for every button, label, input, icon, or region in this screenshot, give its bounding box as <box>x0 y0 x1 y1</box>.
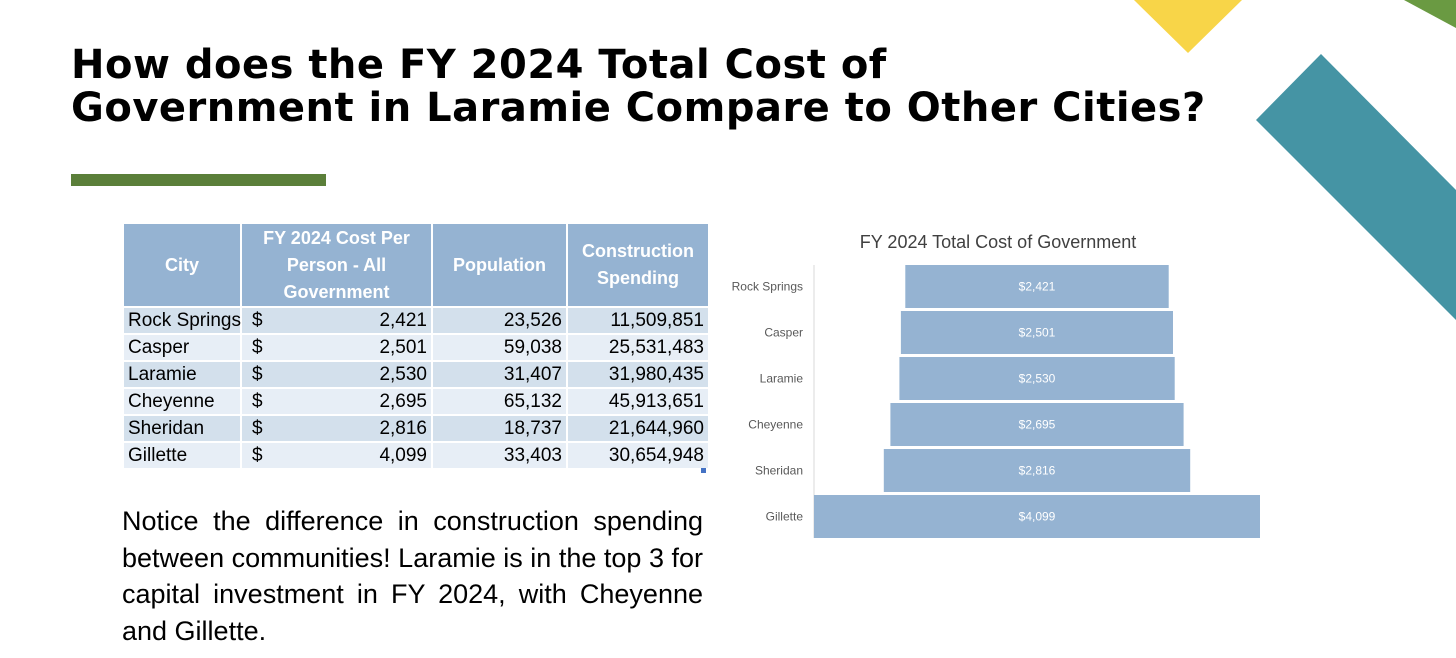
header-construction-spending: Construction Spending <box>566 224 710 308</box>
table-resize-handle <box>701 468 706 473</box>
table-row: Casper $2,501 59,038 25,531,483 <box>122 333 710 362</box>
chart-bar <box>883 449 1191 492</box>
chart-bar <box>899 357 1175 400</box>
header-city: City <box>122 224 242 308</box>
teal-diagonal-band-decoration <box>1256 54 1456 320</box>
cost-value: 2,695 <box>379 391 427 412</box>
cell-population: 23,526 <box>431 306 568 335</box>
chart-data-label: $2,530 <box>1019 372 1056 386</box>
chart-bar <box>814 495 1260 538</box>
cell-city: Cheyenne <box>122 387 242 416</box>
currency-symbol: $ <box>252 364 263 385</box>
chart-data-label: $2,421 <box>1019 280 1056 294</box>
currency-symbol: $ <box>252 337 263 358</box>
cell-city: Gillette <box>122 441 242 470</box>
chart-data-label: $2,816 <box>1019 464 1056 478</box>
cell-cost: $2,421 <box>240 306 433 335</box>
cell-cost: $2,530 <box>240 360 433 389</box>
note-paragraph: Notice the difference in construction sp… <box>122 506 703 646</box>
cell-population: 31,407 <box>431 360 568 389</box>
cell-city: Casper <box>122 333 242 362</box>
cost-value: 2,421 <box>379 310 427 331</box>
green-triangle-decoration <box>1404 0 1456 28</box>
chart-title: FY 2024 Total Cost of Government <box>859 232 1137 252</box>
cost-value: 4,099 <box>379 445 427 466</box>
cell-construction-spending: 30,654,948 <box>566 441 710 470</box>
table-row: Gillette $4,099 33,403 30,654,948 <box>122 441 710 470</box>
cost-value: 2,501 <box>379 337 427 358</box>
cell-city: Sheridan <box>122 414 242 443</box>
chart-data-label: $4,099 <box>1019 510 1056 524</box>
cell-construction-spending: 11,509,851 <box>566 306 710 335</box>
header-population: Population <box>431 224 568 308</box>
chart-category-label: Gillette <box>766 510 804 524</box>
currency-symbol: $ <box>252 310 263 331</box>
slide-title-line-1: How does the FY 2024 Total Cost of <box>71 42 887 88</box>
cell-cost: $2,695 <box>240 387 433 416</box>
yellow-triangle-decoration <box>1134 0 1242 53</box>
chart-category-label: Casper <box>764 326 803 340</box>
chart-data-label: $2,695 <box>1019 418 1056 432</box>
cell-cost: $4,099 <box>240 441 433 470</box>
chart-category-label: Cheyenne <box>748 418 803 432</box>
cell-construction-spending: 31,980,435 <box>566 360 710 389</box>
chart-data-label: $2,501 <box>1019 326 1056 340</box>
cell-cost: $2,501 <box>240 333 433 362</box>
cell-construction-spending: 21,644,960 <box>566 414 710 443</box>
chart-category-label: Sheridan <box>755 464 803 478</box>
cost-chart: $2,421 Rock Springs $2,501 Casper $2,530 Lara… <box>720 228 1280 548</box>
currency-symbol: $ <box>252 445 263 466</box>
cell-population: 33,403 <box>431 441 568 470</box>
cell-cost: $2,816 <box>240 414 433 443</box>
slide-title: How does the FY 2024 Total Cost of Gover… <box>71 44 1221 130</box>
chart-category-label: Laramie <box>760 372 804 386</box>
chart-bar <box>890 403 1184 446</box>
cell-construction-spending: 25,531,483 <box>566 333 710 362</box>
chart-bar <box>905 265 1169 308</box>
table-row: Laramie $2,530 31,407 31,980,435 <box>122 360 710 389</box>
chart-category-label: Rock Springs <box>732 280 803 294</box>
table-row: Rock Springs $2,421 23,526 11,509,851 <box>122 306 710 335</box>
table-header-row: City FY 2024 Cost Per Person - All Gover… <box>122 224 710 308</box>
slide-title-line-2: Government in Laramie Compare to Other C… <box>71 85 1206 131</box>
table-row: Cheyenne $2,695 65,132 45,913,651 <box>122 387 710 416</box>
table-row: Sheridan $2,816 18,737 21,644,960 <box>122 414 710 443</box>
cost-value: 2,530 <box>379 364 427 385</box>
cost-comparison-table: City FY 2024 Cost Per Person - All Gover… <box>122 224 710 470</box>
cell-population: 59,038 <box>431 333 568 362</box>
cell-city: Rock Springs <box>122 306 242 335</box>
chart-plot: $2,421 Rock Springs $2,501 Casper $2,530 Lara… <box>732 265 1260 538</box>
chart-bar <box>900 311 1173 354</box>
cell-population: 18,737 <box>431 414 568 443</box>
cell-city: Laramie <box>122 360 242 389</box>
cell-construction-spending: 45,913,651 <box>566 387 710 416</box>
cell-population: 65,132 <box>431 387 568 416</box>
title-accent-bar <box>71 174 326 186</box>
header-cost-per-person: FY 2024 Cost Per Person - All Government <box>240 224 433 308</box>
cost-value: 2,816 <box>379 418 427 439</box>
currency-symbol: $ <box>252 391 263 412</box>
currency-symbol: $ <box>252 418 263 439</box>
